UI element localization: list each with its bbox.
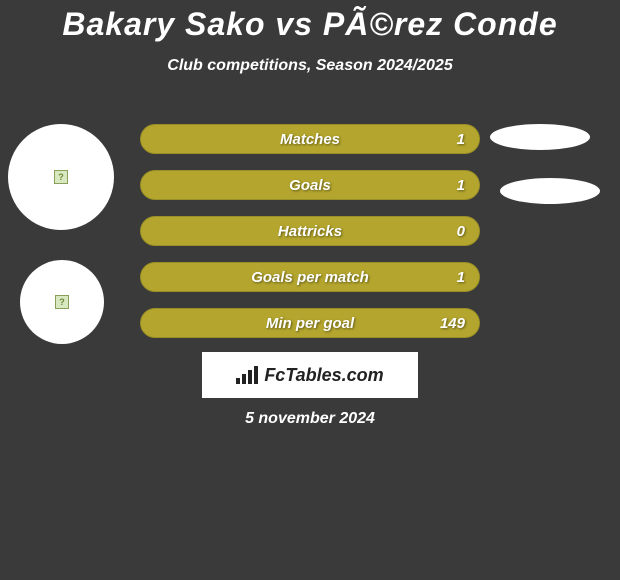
stat-label: Goals bbox=[289, 177, 331, 194]
fctables-logo: FcTables.com bbox=[202, 352, 418, 398]
stat-label: Matches bbox=[280, 131, 340, 148]
stat-label: Min per goal bbox=[266, 315, 354, 332]
comparison-pill bbox=[500, 178, 600, 204]
stats-container: Matches 1 Goals 1 Hattricks 0 Goals per … bbox=[140, 124, 480, 354]
stat-row-goals: Goals 1 bbox=[140, 170, 480, 200]
image-placeholder-icon: ? bbox=[55, 295, 69, 309]
stat-value: 1 bbox=[457, 269, 465, 286]
stat-row-goals-per-match: Goals per match 1 bbox=[140, 262, 480, 292]
logo-bars-icon bbox=[236, 366, 258, 384]
stat-row-hattricks: Hattricks 0 bbox=[140, 216, 480, 246]
stat-label: Hattricks bbox=[278, 223, 342, 240]
date-label: 5 november 2024 bbox=[0, 410, 620, 428]
image-placeholder-icon: ? bbox=[54, 170, 68, 184]
stat-row-matches: Matches 1 bbox=[140, 124, 480, 154]
stat-value: 1 bbox=[457, 131, 465, 148]
stat-value: 0 bbox=[457, 223, 465, 240]
stat-row-min-per-goal: Min per goal 149 bbox=[140, 308, 480, 338]
page-title: Bakary Sako vs PÃ©rez Conde bbox=[0, 0, 620, 43]
stat-value: 149 bbox=[440, 315, 465, 332]
player-avatar-bottom: ? bbox=[20, 260, 104, 344]
stat-value: 1 bbox=[457, 177, 465, 194]
player-avatar-top: ? bbox=[8, 124, 114, 230]
comparison-pill bbox=[490, 124, 590, 150]
subtitle: Club competitions, Season 2024/2025 bbox=[0, 57, 620, 75]
stat-label: Goals per match bbox=[251, 269, 369, 286]
logo-text: FcTables.com bbox=[264, 365, 383, 386]
